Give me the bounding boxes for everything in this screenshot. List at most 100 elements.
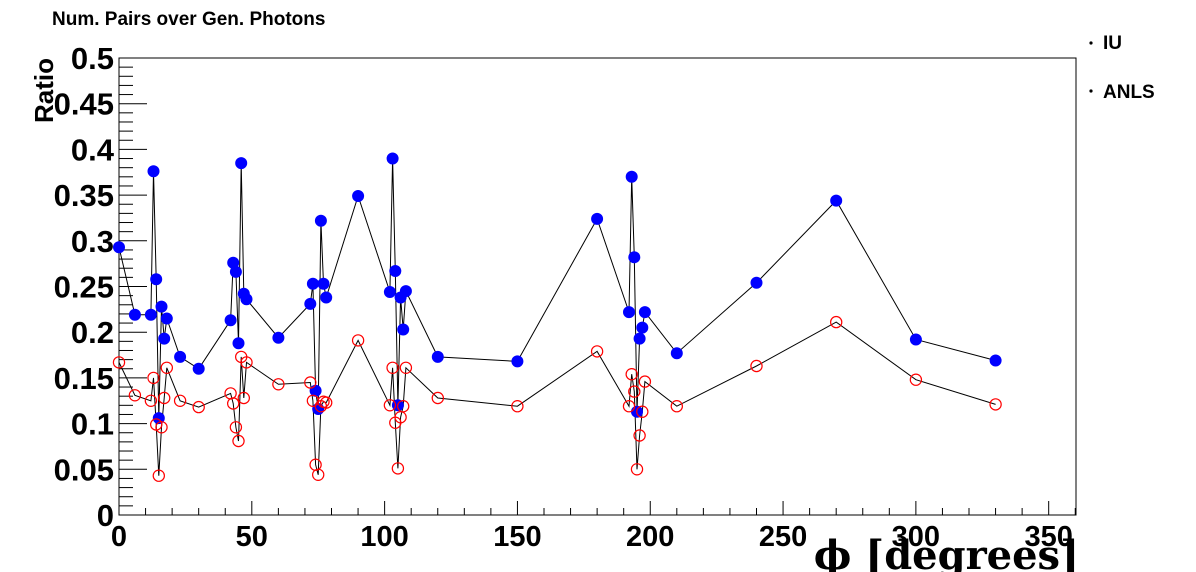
data-point-anls xyxy=(750,359,763,373)
data-point-anls xyxy=(386,361,399,374)
data-point-anls xyxy=(157,391,171,405)
data-point-iu xyxy=(312,403,325,415)
y-tick-label: 0.1 xyxy=(71,407,114,442)
plot-frame-border xyxy=(118,57,1077,516)
data-point-anls xyxy=(630,463,644,476)
y-tick-label: 0.25 xyxy=(54,270,114,305)
data-point-iu xyxy=(989,354,1002,367)
chart-title: Num. Pairs over Gen. Photons xyxy=(52,9,325,30)
data-point-anls xyxy=(636,405,649,418)
x-axis-tick-labels: 0 50 100 150 200 250 300 350 xyxy=(111,521,1073,553)
data-point-iu xyxy=(386,152,399,165)
data-point-iu xyxy=(623,306,635,319)
data-point-iu xyxy=(235,157,248,170)
data-point-iu xyxy=(128,308,141,321)
y-tick-label: 0 xyxy=(97,498,114,533)
data-point-iu xyxy=(352,190,365,202)
data-point-anls xyxy=(383,399,397,412)
data-point-iu xyxy=(830,194,843,207)
series-lines xyxy=(118,158,996,476)
data-point-iu xyxy=(628,251,641,264)
data-point-anls xyxy=(272,378,285,391)
data-point-anls xyxy=(155,421,168,434)
data-point-iu xyxy=(232,337,245,350)
x-tick-label: 50 xyxy=(236,521,268,553)
y-tick-label: 0.05 xyxy=(54,452,114,487)
data-point-anls xyxy=(399,361,413,374)
data-point-anls xyxy=(240,356,253,369)
x-axis-ticks xyxy=(118,501,1076,515)
data-point-anls xyxy=(622,400,636,413)
data-point-iu xyxy=(909,333,922,346)
data-point-anls xyxy=(304,376,317,389)
data-point-anls xyxy=(128,389,142,402)
data-point-iu xyxy=(147,165,160,178)
data-point-anls xyxy=(144,394,158,407)
data-point-anls xyxy=(320,396,333,409)
data-point-iu xyxy=(625,170,638,183)
data-point-iu xyxy=(511,355,524,368)
data-point-iu xyxy=(633,332,646,345)
data-point-iu xyxy=(591,212,604,225)
data-point-iu xyxy=(397,323,410,336)
data-point-iu xyxy=(431,350,444,363)
legend-box xyxy=(1056,28,1196,114)
data-point-iu xyxy=(240,293,253,306)
data-point-iu xyxy=(383,286,396,298)
data-point-iu xyxy=(638,306,651,319)
data-point-iu xyxy=(320,291,333,304)
x-tick-label: 100 xyxy=(360,521,408,553)
data-point-iu xyxy=(314,214,327,227)
data-point-iu xyxy=(399,285,412,298)
data-point-anls xyxy=(909,373,923,386)
y-axis-title: Ratio xyxy=(29,58,59,123)
data-point-iu xyxy=(636,321,649,334)
data-point-anls xyxy=(237,391,250,405)
data-point-iu xyxy=(192,362,205,375)
legend-marker-iu xyxy=(1089,41,1093,45)
x-tick-label: 300 xyxy=(892,521,940,553)
data-point-anls xyxy=(830,315,843,329)
data-point-iu xyxy=(317,277,330,290)
x-tick-label: 0 xyxy=(111,521,127,553)
data-point-iu xyxy=(224,314,237,327)
data-point-iu xyxy=(229,265,242,278)
data-point-anls xyxy=(226,397,240,410)
data-point-anls xyxy=(625,368,638,381)
data-point-iu xyxy=(144,308,157,321)
data-point-anls xyxy=(431,391,444,405)
y-axis-ticks xyxy=(119,57,147,516)
legend-marker-anls xyxy=(1089,89,1093,93)
data-point-anls xyxy=(229,421,243,434)
legend: IU ANLS xyxy=(1056,28,1196,114)
data-point-anls xyxy=(147,371,160,385)
y-tick-label: 0.45 xyxy=(54,87,114,122)
data-point-anls xyxy=(989,398,1002,411)
data-point-anls xyxy=(160,361,173,374)
series-markers xyxy=(112,152,1002,482)
data-point-iu xyxy=(152,412,165,425)
data-point-anls xyxy=(351,334,365,347)
y-tick-label: 0.15 xyxy=(54,361,114,396)
data-point-iu xyxy=(272,331,285,344)
data-point-iu xyxy=(155,300,168,313)
data-point-anls xyxy=(670,400,684,413)
data-point-anls xyxy=(192,400,205,414)
y-tick-label: 0.3 xyxy=(71,224,114,259)
series-line-anls xyxy=(118,321,996,476)
data-point-anls xyxy=(112,356,126,369)
data-point-iu xyxy=(160,312,173,325)
data-point-anls xyxy=(638,375,652,388)
data-point-iu xyxy=(389,265,402,277)
data-point-iu xyxy=(670,347,683,360)
y-axis-tick-labels: 0 0.05 0.1 0.15 0.2 0.25 0.3 0.35 0.4 0.45 0.5 xyxy=(54,41,115,533)
y-tick-label: 0.5 xyxy=(71,41,114,76)
data-point-anls xyxy=(173,394,187,407)
data-point-iu xyxy=(113,241,125,254)
data-point-anls xyxy=(633,429,646,442)
legend-label-anls: ANLS xyxy=(1103,82,1155,103)
data-point-anls xyxy=(312,468,325,481)
x-axis-title: ϕ [degrees] xyxy=(814,532,1079,572)
data-point-anls xyxy=(397,400,410,413)
